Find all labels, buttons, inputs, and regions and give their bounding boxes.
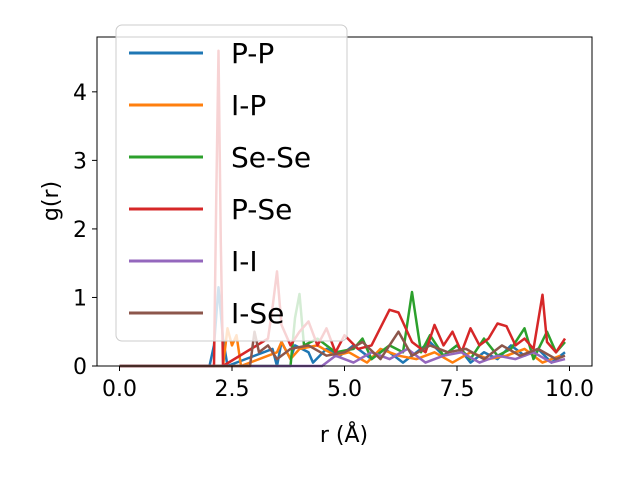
legend: P-P I-P Se-Se P-Se I-I I-Se bbox=[115, 24, 348, 342]
y-axis-label: g(r) bbox=[39, 181, 64, 221]
legend-box bbox=[115, 24, 348, 342]
y-tick-label: 4 bbox=[73, 81, 87, 106]
x-axis: 0.0 2.5 5.0 7.5 10.0 bbox=[102, 366, 594, 402]
y-tick-label: 1 bbox=[73, 286, 87, 311]
x-tick-label: 2.5 bbox=[215, 377, 250, 402]
series-line-se-se bbox=[119, 290, 566, 368]
legend-label-i-se: I-Se bbox=[231, 297, 284, 330]
x-axis-label: r (Å) bbox=[320, 421, 368, 448]
x-tick-label: 7.5 bbox=[440, 377, 475, 402]
y-tick-label: 2 bbox=[73, 218, 87, 243]
legend-label-se-se: Se-Se bbox=[231, 141, 311, 174]
y-tick-label: 3 bbox=[73, 149, 87, 174]
y-axis: 0 1 2 3 4 bbox=[73, 81, 97, 380]
series-line-i-i bbox=[119, 347, 566, 368]
legend-label-p-p: P-P bbox=[231, 37, 274, 70]
x-tick-label: 5.0 bbox=[327, 377, 362, 402]
series-line-i-se bbox=[119, 330, 566, 368]
x-tick-label: 0.0 bbox=[102, 377, 137, 402]
x-tick-label: 10.0 bbox=[545, 377, 594, 402]
y-tick-label: 0 bbox=[73, 355, 87, 380]
legend-label-i-p: I-P bbox=[231, 89, 266, 122]
legend-label-i-i: I-I bbox=[231, 245, 258, 278]
legend-label-p-se: P-Se bbox=[231, 193, 292, 226]
